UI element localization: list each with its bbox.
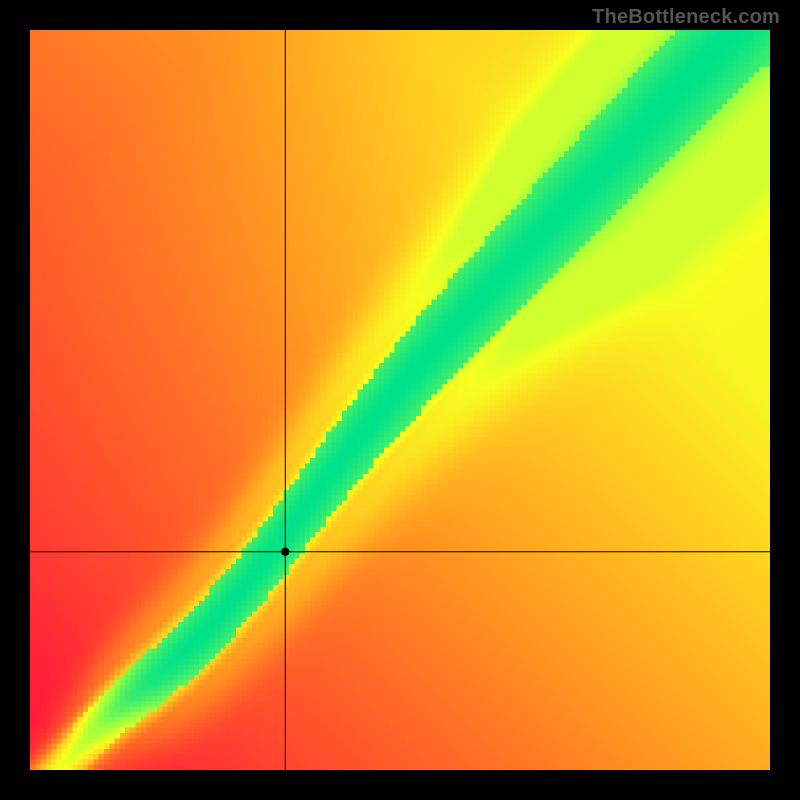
chart-container: { "watermark": { "text": "TheBottleneck.… xyxy=(0,0,800,800)
watermark-text: TheBottleneck.com xyxy=(592,6,780,29)
bottleneck-heatmap xyxy=(30,30,770,770)
